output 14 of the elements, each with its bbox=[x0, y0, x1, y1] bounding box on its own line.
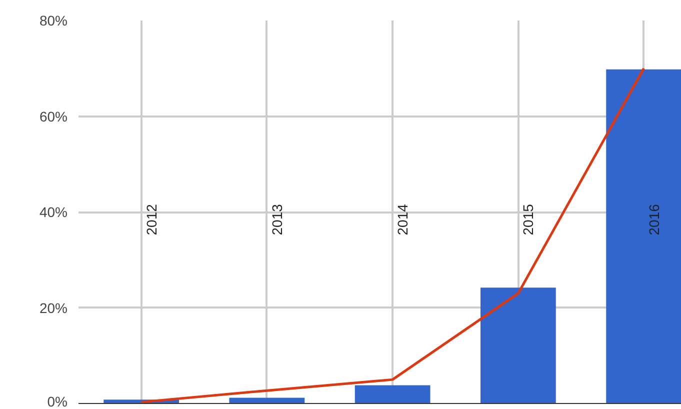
bar bbox=[354, 385, 430, 404]
y-tick-label: 20% bbox=[39, 300, 68, 316]
y-tick-label: 40% bbox=[39, 204, 68, 220]
x-tick-label: 2015 bbox=[520, 204, 536, 236]
x-tick-label: 2012 bbox=[143, 204, 160, 236]
x-tick-label: 2016 bbox=[646, 204, 662, 236]
y-tick-label: 80% bbox=[39, 12, 68, 28]
x-tick-label: 2014 bbox=[394, 204, 411, 236]
y-tick-label: 0% bbox=[47, 394, 68, 409]
y-tick-label: 60% bbox=[39, 108, 68, 124]
bar bbox=[606, 69, 681, 404]
bar bbox=[480, 288, 556, 404]
x-tick-label: 2013 bbox=[268, 204, 285, 236]
line-series bbox=[140, 67, 646, 404]
